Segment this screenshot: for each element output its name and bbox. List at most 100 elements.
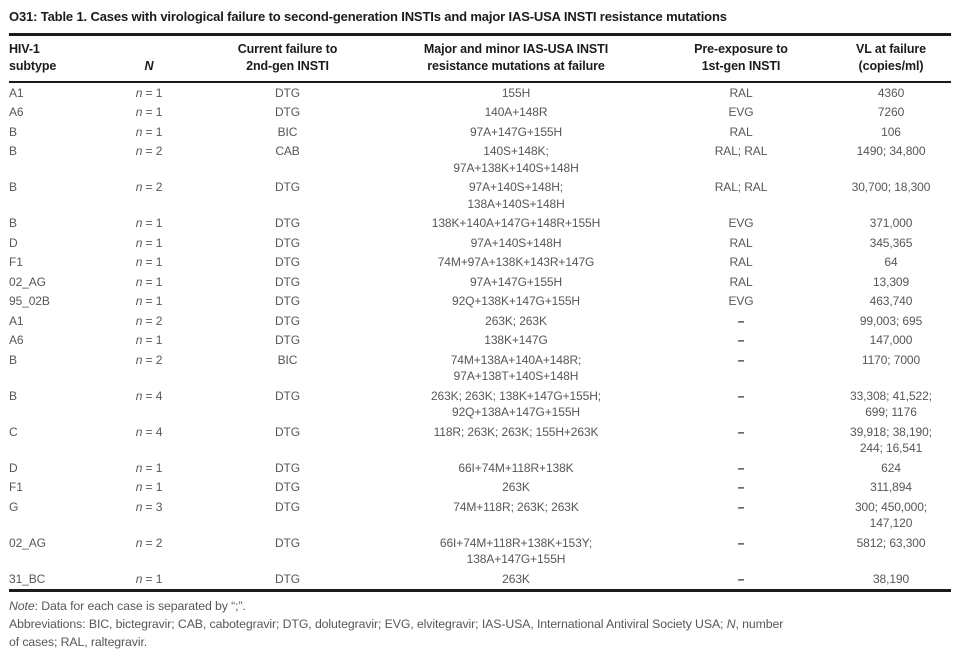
- table-row: A1 n = 2 DTG 263K; 263K – 99,003; 695: [9, 311, 951, 331]
- cell-subtype: A6: [9, 105, 24, 119]
- cell-vl: 106: [881, 124, 901, 139]
- table-row: A1 n = 1 DTG 155H RAL 4360: [9, 82, 951, 103]
- cell-drug: DTG: [274, 313, 301, 328]
- cell-subtype: B: [9, 216, 17, 230]
- cell-pre_exposure: –: [737, 388, 745, 403]
- table-header: HIV-1 subtype N Current failure to 2nd-g…: [9, 33, 951, 83]
- cell-drug: DTG: [274, 105, 301, 119]
- cell-subtype: C: [9, 424, 18, 439]
- cell-subtype: B: [9, 144, 17, 158]
- cases-table: HIV-1 subtype N Current failure to 2nd-g…: [9, 33, 951, 592]
- cell-drug: DTG: [274, 333, 301, 347]
- cell-vl: 30,700; 18,300: [851, 180, 931, 194]
- cell-n: n = 3: [135, 499, 163, 514]
- cell-vl: 38,190: [872, 571, 910, 586]
- cell-pre_exposure: EVG: [728, 216, 754, 230]
- cell-n: n = 1: [135, 460, 163, 475]
- cell-subtype: B: [9, 180, 17, 194]
- cell-drug: DTG: [274, 499, 301, 514]
- cell-vl: 147,000: [869, 333, 913, 347]
- cell-vl: 99,003; 695: [859, 313, 923, 328]
- cell-drug: DTG: [274, 294, 301, 308]
- cell-mutations: 97A+140S+148H: [470, 235, 562, 250]
- cell-mutations: 74M+97A+138K+143R+147G: [437, 255, 595, 269]
- cell-drug: BIC: [277, 352, 298, 367]
- cell-mutations: 74M+138A+140A+148R; 97A+138T+140S+148H: [450, 352, 582, 384]
- cell-subtype: A6: [9, 333, 24, 347]
- col-header-n: N: [104, 33, 194, 83]
- header-row: HIV-1 subtype N Current failure to 2nd-g…: [9, 33, 951, 83]
- cell-mutations: 155H: [501, 85, 531, 100]
- table-row: 02_AG n = 1 DTG 97A+147G+155H RAL 13,309: [9, 272, 951, 292]
- col-header-current-failure: Current failure to 2nd-gen INSTI: [194, 33, 381, 83]
- cell-mutations: 97A+140S+148H; 138A+140S+148H: [467, 180, 565, 211]
- cell-drug: DTG: [274, 388, 301, 403]
- cell-subtype: 31_BC: [9, 571, 46, 586]
- cell-subtype: G: [9, 499, 19, 514]
- note-label: Note: [9, 598, 35, 613]
- table-row: A6 n = 1 DTG 140A+148R EVG 7260: [9, 103, 951, 123]
- col-header-subtype: HIV-1 subtype: [9, 33, 104, 83]
- cell-subtype: B: [9, 124, 17, 139]
- cell-mutations: 263K: [502, 571, 530, 586]
- note-line: Note: Data for each case is separated by…: [9, 598, 951, 616]
- cell-n: n = 2: [135, 313, 163, 328]
- cell-pre_exposure: EVG: [728, 105, 754, 119]
- cell-pre_exposure: –: [737, 460, 745, 475]
- col-header-vl: VL at failure (copies/ml): [831, 33, 951, 83]
- cell-drug: DTG: [274, 424, 301, 439]
- col-header-mutations: Major and minor IAS-USA INSTI resistance…: [381, 33, 651, 83]
- cell-vl: 64: [884, 255, 898, 269]
- cell-drug: DTG: [274, 180, 301, 194]
- cell-n: n = 1: [135, 216, 163, 230]
- cell-vl: 1170; 7000: [861, 352, 921, 367]
- cell-mutations: 97A+147G+155H: [469, 274, 563, 289]
- cell-n: n = 1: [135, 85, 163, 100]
- cell-pre_exposure: RAL: [729, 124, 753, 139]
- cell-subtype: B: [9, 352, 17, 367]
- cell-pre_exposure: –: [737, 535, 745, 550]
- cell-subtype: D: [9, 235, 18, 250]
- table-title: O31: Table 1. Cases with virological fai…: [9, 9, 727, 24]
- cell-drug: DTG: [274, 255, 301, 269]
- cell-drug: DTG: [274, 480, 301, 494]
- cell-pre_exposure: RAL; RAL: [714, 180, 768, 194]
- cell-pre_exposure: RAL: [729, 274, 753, 289]
- cell-vl: 13,309: [872, 274, 910, 289]
- cell-mutations: 263K; 263K; 138K+147G+155H; 92Q+138A+147…: [430, 388, 602, 420]
- cell-mutations: 74M+118R; 263K; 263K: [453, 499, 579, 514]
- cell-subtype: 95_02B: [9, 294, 50, 308]
- cell-drug: DTG: [274, 216, 301, 230]
- footnotes: Note: Data for each case is separated by…: [9, 598, 951, 652]
- table-row: F1 n = 1 DTG 74M+97A+138K+143R+147G RAL 64: [9, 253, 951, 273]
- cell-pre_exposure: –: [737, 571, 745, 586]
- cell-mutations: 97A+147G+155H: [469, 124, 563, 139]
- cell-mutations: 92Q+138K+147G+155H: [452, 294, 580, 308]
- cell-n: n = 2: [135, 144, 163, 158]
- cell-drug: DTG: [274, 85, 301, 100]
- cell-n: n = 1: [135, 480, 163, 494]
- cell-vl: 39,918; 38,190; 244; 16,541: [850, 424, 932, 456]
- cell-n: n = 1: [135, 294, 163, 308]
- note-text: : Data for each case is separated by “;”…: [34, 598, 246, 613]
- cell-n: n = 1: [135, 274, 163, 289]
- cell-drug: DTG: [274, 460, 301, 475]
- table-row: A6 n = 1 DTG 138K+147G – 147,000: [9, 331, 951, 351]
- cell-n: n = 1: [135, 105, 163, 119]
- cell-pre_exposure: –: [737, 424, 745, 439]
- cell-pre_exposure: –: [737, 480, 745, 494]
- abbreviations-n-italic: N: [726, 617, 736, 631]
- cell-pre_exposure: RAL: [729, 85, 753, 100]
- cell-n: n = 1: [135, 571, 163, 586]
- cell-mutations: 140S+148K; 97A+138K+140S+148H: [453, 144, 579, 175]
- cell-n: n = 1: [135, 235, 163, 250]
- table-row: 02_AG n = 2 DTG 66I+74M+118R+138K+153Y; 138…: [9, 533, 951, 569]
